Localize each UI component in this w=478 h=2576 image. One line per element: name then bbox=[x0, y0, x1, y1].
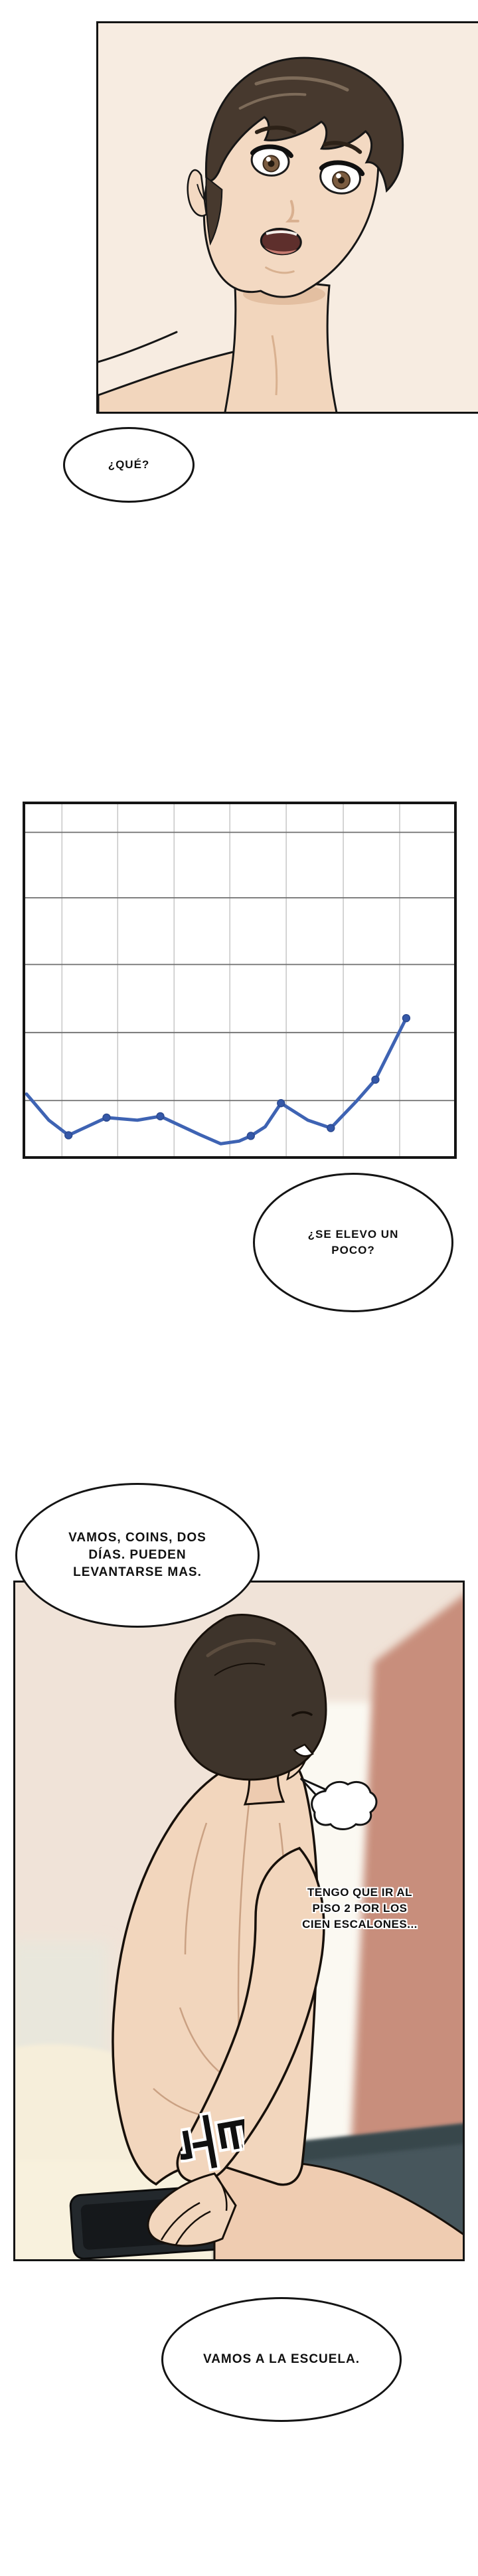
eyebrow-left bbox=[254, 126, 297, 134]
panel-face-closeup bbox=[96, 21, 478, 414]
panel-coin-chart bbox=[23, 802, 457, 1159]
bubble-line: POCO? bbox=[331, 1244, 375, 1256]
wardrobe bbox=[351, 1595, 463, 2157]
hair bbox=[205, 56, 404, 193]
speech-bubble-que: ¿QUÉ? bbox=[63, 427, 195, 503]
thought-text: TENGO QUE IR AL PISO 2 POR LOS CIEN ESCA… bbox=[273, 1885, 447, 1932]
gritted-mouth bbox=[293, 1743, 314, 1757]
eye-left bbox=[250, 144, 293, 177]
bubble-line: ¿SE ELEVO UN bbox=[307, 1228, 399, 1241]
arm bbox=[147, 1846, 325, 2247]
head-back bbox=[174, 1614, 327, 1806]
hair bbox=[174, 1614, 327, 1781]
speech-bubble-se-elevo: ¿SE ELEVO UN POCO? bbox=[253, 1173, 453, 1312]
head bbox=[187, 56, 404, 298]
mouth bbox=[260, 228, 302, 256]
bubble-line: DÍAS. PUEDEN bbox=[88, 1548, 187, 1562]
thought-line: CIEN ESCALONES... bbox=[302, 1918, 418, 1931]
speech-bubble-escuela: VAMOS A LA ESCUELA. bbox=[161, 2297, 402, 2422]
coin-price-chart bbox=[25, 804, 454, 1156]
neck bbox=[224, 274, 338, 412]
speech-bubble-vamos-coins: VAMOS, COINS, DOS DÍAS. PUEDEN LEVANTARS… bbox=[15, 1483, 260, 1628]
sfx-tuk-icon bbox=[181, 2111, 244, 2172]
eye-right bbox=[319, 160, 365, 195]
closed-eye-icon bbox=[291, 1711, 313, 1717]
bubble-text: VAMOS A LA ESCUELA. bbox=[202, 2352, 360, 2366]
thought-line: TENGO QUE IR AL bbox=[307, 1886, 412, 1899]
thought-line: PISO 2 POR LOS bbox=[312, 1902, 408, 1915]
nose bbox=[285, 200, 299, 222]
breath-puff-icon bbox=[299, 1777, 378, 1830]
bubble-line: LEVANTARSE MAS. bbox=[73, 1565, 202, 1579]
ear-icon bbox=[187, 169, 208, 217]
eyebrow-right bbox=[323, 141, 362, 154]
bubble-line: VAMOS, COINS, DOS bbox=[68, 1531, 206, 1545]
bubble-text: ¿QUÉ? bbox=[108, 458, 150, 471]
face-illustration bbox=[98, 23, 478, 412]
